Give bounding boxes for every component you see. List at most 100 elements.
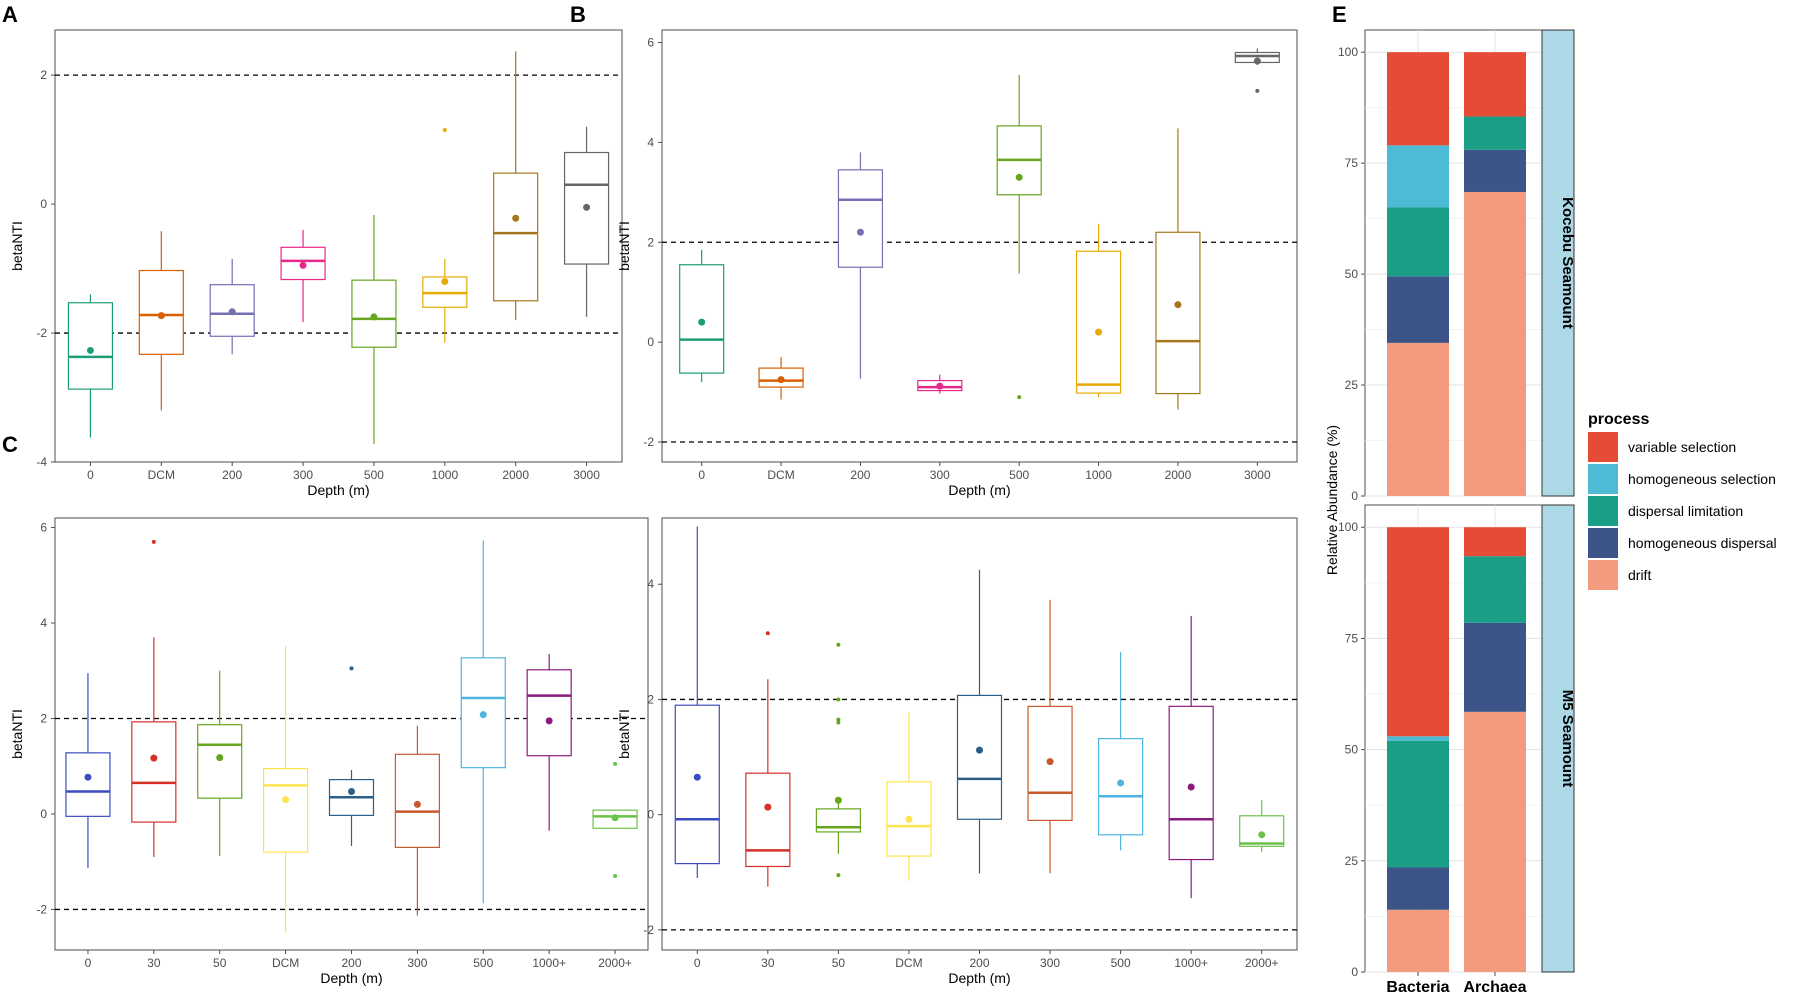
panel-d-xtick-label: DCM	[895, 956, 922, 970]
box-iqr	[394, 753, 440, 848]
panel-b-box-2000	[1155, 128, 1201, 410]
box-iqr	[1075, 250, 1122, 394]
panel-e-facet-1-bar-archaea-segment	[1464, 191, 1526, 496]
panel-d-xtick-label: 300	[1040, 956, 1060, 970]
panel-c-box-1000plus	[526, 654, 572, 831]
panel-b-xtick-label: 300	[930, 468, 950, 482]
panel-e-facet-2-ytick-label: 0	[1351, 965, 1358, 979]
panel-d-xtick-label: 50	[832, 956, 846, 970]
panel-a-xtick-label: 2000	[502, 468, 529, 482]
box-outlier-point	[1255, 88, 1260, 93]
box-mean-point	[228, 308, 236, 316]
box-iqr	[197, 724, 243, 799]
box-outlier-point	[836, 697, 841, 702]
box-iqr	[1155, 231, 1201, 395]
panel-c-ytick-label: 4	[40, 616, 47, 630]
box-mean-point	[764, 803, 772, 811]
panel-c-frame	[54, 517, 649, 951]
panel-d-xtick-label: 0	[694, 956, 701, 970]
panel-e-facet-1-bar-archaea-segment	[1464, 52, 1526, 117]
panel-d-ytick-label: 4	[647, 577, 654, 591]
panel-c-x-axis-title: Depth (m)	[320, 970, 382, 986]
panel-c-box-50	[197, 670, 243, 856]
box-mean-point	[1117, 779, 1125, 787]
panel-d-xtick-label: 500	[1111, 956, 1131, 970]
panel-d-box-1000plus	[1168, 615, 1214, 899]
legend-swatch-dispersal-limitation	[1588, 496, 1618, 526]
panel-a-box-1000	[422, 127, 468, 343]
panel-b-xtick-label: DCM	[767, 468, 794, 482]
panel-a-box-300	[280, 229, 326, 323]
panel-d-box-200	[956, 569, 1003, 874]
panel-d-xtick-label: 30	[761, 956, 775, 970]
panel-c-box-300	[394, 725, 440, 916]
panel-b-box-0	[679, 249, 725, 383]
box-mean-point	[1015, 173, 1023, 181]
panel-e-facet-1-bar-bacteria-segment	[1387, 276, 1449, 343]
box-mean-point	[834, 796, 842, 804]
box-outlier-point	[613, 874, 618, 879]
panel-d-box-500	[1098, 652, 1144, 851]
box-mean-point	[299, 261, 307, 269]
box-outlier-point	[836, 717, 841, 722]
panel-a-box-3000	[563, 126, 610, 317]
box-mean-point	[905, 815, 913, 823]
panel-e-facet-2-strip-label: M5 Seamount	[1559, 690, 1576, 788]
panel-e-facet-2-bar-bacteria-segment	[1387, 527, 1449, 737]
panel-d-box-50	[815, 642, 861, 878]
legend-title: process	[1588, 411, 1649, 428]
legend-swatch-homogeneous-selection	[1588, 464, 1618, 494]
panel-letter-c: C	[2, 432, 18, 457]
box-mean-point	[370, 313, 378, 321]
panel-a-xtick-label: 3000	[573, 468, 600, 482]
box-outlier-point	[836, 873, 841, 878]
panel-b-ytick-label: 0	[647, 335, 654, 349]
box-outlier-point	[442, 127, 447, 132]
panel-e-facet-1-bar-bacteria-segment	[1387, 52, 1449, 146]
panel-b-box-1000	[1075, 223, 1122, 398]
panel-d-box-30	[745, 631, 791, 887]
box-outlier-point	[765, 631, 770, 636]
box-iqr	[745, 772, 791, 868]
panel-b-x-axis-title: Depth (m)	[948, 482, 1010, 498]
panel-e-facet-1-strip-label: Kocebu Seamount	[1559, 197, 1576, 329]
panel-e-facet-1-ytick-label: 75	[1345, 156, 1359, 170]
panel-a-box-500	[351, 215, 397, 444]
panel-d-ytick-label: 0	[647, 808, 654, 822]
panel-b-xtick-label: 3000	[1244, 468, 1271, 482]
panel-e-y-axis-title: Relative Abundance (%)	[1324, 425, 1340, 575]
panel-d-box-dcm	[886, 712, 932, 881]
panel-e-facet-1-bar-archaea-segment	[1464, 116, 1526, 150]
panel-c-ytick-label: -2	[36, 902, 47, 916]
panel-e-facet-2-ytick-label: 25	[1345, 854, 1359, 868]
box-iqr	[493, 172, 539, 302]
panel-e-facet-2-bar-archaea-segment	[1464, 622, 1526, 712]
panel-e-facet-1-bar-archaea-segment	[1464, 149, 1526, 192]
box-mean-point	[216, 754, 224, 762]
panel-b-box-3000	[1234, 48, 1280, 93]
panel-a-box-200	[209, 258, 255, 355]
panel-c-box-2000plus	[592, 761, 638, 879]
box-mean-point	[856, 228, 864, 236]
box-mean-point	[545, 717, 553, 725]
panel-d-ytick-label: 2	[647, 692, 654, 706]
panel-e-facet-2-ytick-label: 75	[1345, 631, 1359, 645]
box-iqr	[65, 752, 111, 817]
panel-b-ytick-label: -2	[643, 435, 654, 449]
panel-c-xtick-label: 30	[147, 956, 161, 970]
panel-d-ytick-label: -2	[643, 923, 654, 937]
box-mean-point	[693, 773, 701, 781]
panel-b-xtick-label: 200	[850, 468, 870, 482]
panel-c-ytick-label: 2	[40, 711, 47, 725]
panel-b-xtick-label: 2000	[1165, 468, 1192, 482]
panel-b-xtick-label: 500	[1009, 468, 1029, 482]
box-mean-point	[86, 346, 94, 354]
box-mean-point	[441, 277, 449, 285]
box-mean-point	[698, 318, 706, 326]
legend-label-drift: drift	[1628, 567, 1651, 583]
panel-a-xtick-label: 200	[222, 468, 242, 482]
box-iqr	[526, 669, 572, 757]
box-mean-point	[282, 796, 290, 804]
panel-c-xtick-label: 50	[213, 956, 227, 970]
box-iqr	[131, 721, 177, 823]
